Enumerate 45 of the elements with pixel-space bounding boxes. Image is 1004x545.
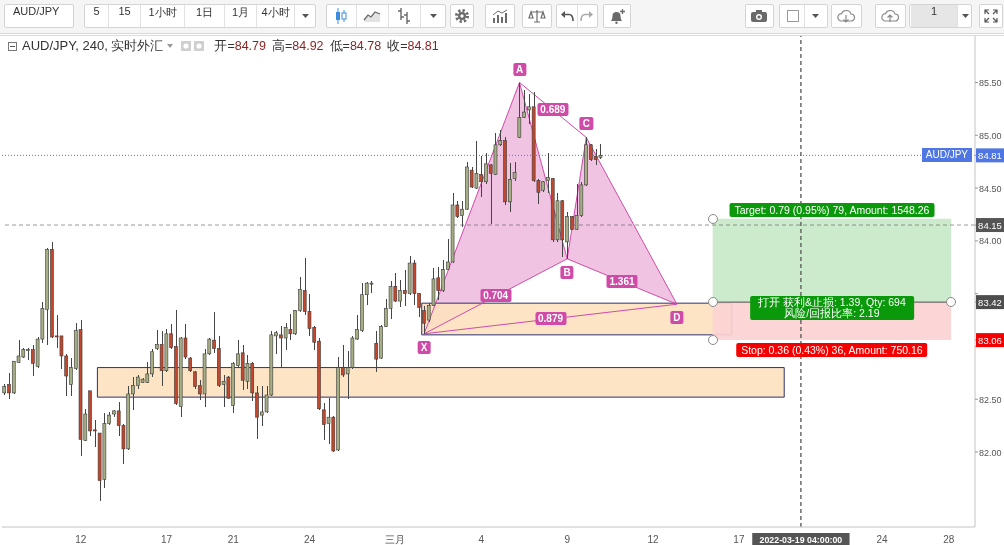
x-tick-label: 24: [876, 534, 888, 545]
data-label: A: [512, 62, 527, 76]
series-label: 0.879: [534, 312, 567, 325]
data-label: C: [579, 117, 593, 131]
band-label: Stop: 0.36 (0.43%) 36, Amount: 750.16: [736, 343, 928, 358]
text: 1日: [195, 6, 214, 18]
text: 1小时: [148, 6, 177, 18]
y-tick-label: 84.00: [979, 236, 1002, 247]
text: 5: [93, 5, 100, 17]
x-tick-label: 21: [227, 534, 240, 545]
x-tick-label: 17: [733, 534, 745, 545]
y-tick-label: 84.15: [978, 219, 1002, 231]
text: 1月: [231, 6, 250, 18]
x-tick-label: 17: [160, 534, 173, 545]
x-tick-label: 12: [75, 534, 87, 545]
data-label: D: [670, 311, 684, 325]
data-label: X: [417, 340, 431, 354]
series-label: 0.704: [480, 289, 512, 303]
y-tick-label: 84.50: [979, 183, 1002, 194]
x-tick-label: 24: [304, 534, 316, 545]
x-tick-label: 9: [564, 534, 571, 545]
x-tick-label: 4: [478, 534, 485, 545]
text: 4小时: [261, 6, 290, 18]
y-tick-label: 85.50: [979, 78, 1002, 89]
series-label: 0.689: [537, 102, 569, 116]
chart-subtitle: 开=84.79 高=84.92 低=84.78 收=84.81: [214, 38, 439, 53]
ref-line-label: AUD/JPY: [921, 148, 972, 163]
x-tick-label: 三月: [385, 534, 406, 545]
text: 15: [118, 5, 131, 17]
x-tick-label: 12: [647, 534, 660, 545]
chart-title: AUD/JPY, 240, 实时外汇: [22, 37, 164, 55]
y-tick-label: 84.81: [978, 149, 1002, 161]
x-tick-label: 2022-03-19 04:00:00: [759, 535, 843, 545]
y-tick-label: 83.06: [978, 334, 1002, 346]
text: AUD/JPY: [13, 5, 60, 17]
series-label: 1.361: [606, 274, 638, 288]
band-label: Target: 0.79 (0.95%) 79, Amount: 1548.26: [729, 202, 935, 217]
data-label: B: [560, 265, 574, 279]
text: 1: [930, 5, 938, 17]
annotation: 打开 获利&止损: 1.39, Qty: 694 风险/回报比率: 2.19: [758, 296, 906, 320]
y-tick-label: 85.00: [979, 130, 1002, 141]
x-tick-label: 28: [943, 534, 955, 545]
y-tick-label: 82.50: [979, 394, 1002, 405]
y-tick-label: 82.00: [979, 447, 1002, 458]
y-tick-label: 83.42: [978, 296, 1002, 308]
